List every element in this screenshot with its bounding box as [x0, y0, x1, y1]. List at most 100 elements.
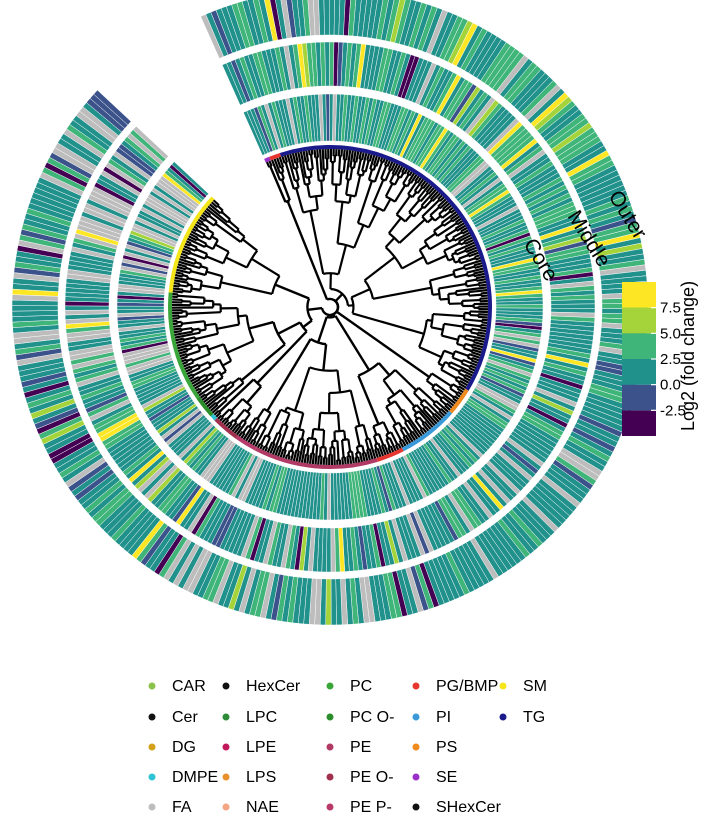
tree-branch	[373, 444, 378, 450]
legend-item: SM	[499, 678, 547, 695]
tree-joint	[307, 167, 313, 171]
tree-branch	[322, 429, 326, 448]
tree-branch	[380, 444, 387, 456]
tree-branch	[280, 167, 285, 173]
tree-joint	[401, 171, 405, 175]
tree-branch	[187, 277, 203, 283]
tree-branch	[183, 361, 194, 368]
tree-branch	[464, 239, 474, 245]
colorbar-step	[622, 333, 656, 359]
tree-joint	[304, 444, 309, 447]
tree-branch	[418, 410, 434, 428]
tree-branch	[372, 165, 377, 171]
tree-branch	[358, 151, 363, 160]
tree-branch	[292, 449, 298, 462]
tree-branch	[203, 392, 216, 404]
tree-branch	[372, 286, 432, 300]
legend-item: PI	[412, 709, 451, 726]
tree-branch	[279, 425, 289, 447]
tree-branch	[462, 328, 472, 332]
tree-branch	[448, 292, 457, 296]
tree-branch	[200, 214, 208, 220]
tree-branch	[369, 155, 376, 170]
tree-branch	[254, 426, 267, 447]
tree-joint	[279, 170, 284, 175]
tree-branch	[334, 293, 344, 303]
tree-branch	[454, 241, 475, 253]
tree-branch	[306, 454, 310, 464]
tree-branch	[280, 179, 291, 201]
tree-joint	[413, 387, 420, 394]
tree-branch	[426, 318, 433, 322]
tree-branch	[334, 315, 371, 371]
tree-branch	[471, 348, 482, 354]
tree-branch	[352, 312, 425, 335]
tree-branch	[253, 431, 260, 441]
tree-branch	[372, 425, 378, 436]
tree-branch	[174, 279, 189, 284]
tree-joint	[197, 364, 201, 369]
tree-branch	[212, 199, 220, 207]
tree-branch	[186, 366, 201, 376]
tree-branch	[464, 342, 473, 347]
tree-joint	[241, 430, 246, 435]
tree-branch	[311, 444, 315, 454]
tree-branch	[451, 215, 461, 223]
tree-joint	[430, 313, 434, 328]
legend-label: PC	[350, 678, 372, 695]
tree-branch	[368, 448, 374, 460]
tree-branch	[389, 174, 395, 183]
tree-branch	[341, 457, 344, 465]
tree-branch	[374, 448, 379, 458]
tree-joint	[198, 263, 203, 269]
tree-branch	[458, 234, 472, 243]
heat-cell	[495, 304, 544, 309]
tree-branch	[283, 155, 289, 163]
tree-branch	[475, 275, 486, 280]
legend-label: PS	[436, 739, 457, 756]
tree-branch	[454, 259, 461, 264]
tree-branch	[413, 178, 425, 192]
tree-joint	[414, 190, 419, 195]
tree-branch	[468, 366, 476, 372]
tree-branch	[385, 434, 390, 440]
tree-branch	[175, 340, 185, 345]
tree-branch	[385, 406, 397, 425]
tree-branch	[432, 292, 440, 296]
legend-swatch	[222, 743, 230, 751]
tree-branch	[195, 332, 219, 341]
tree-branch	[433, 223, 444, 232]
tree-branch	[420, 180, 427, 188]
tree-branch	[416, 186, 423, 194]
tree-branch	[231, 423, 240, 433]
tree-branch	[415, 404, 436, 427]
tree-branch	[309, 169, 313, 177]
tree-branch	[314, 196, 319, 210]
tree-branch	[220, 211, 231, 221]
tree-joint	[295, 161, 299, 165]
tree-branch	[422, 182, 429, 190]
legend-swatch	[326, 803, 334, 811]
tree-branch	[245, 419, 261, 442]
legend-item: LPS	[222, 769, 276, 786]
tree-branch	[458, 334, 466, 339]
tree-branch	[367, 169, 374, 181]
tree-joint	[193, 337, 197, 342]
tree-branch	[199, 382, 212, 391]
tree-branch	[471, 327, 487, 333]
tree-branch	[425, 185, 433, 194]
tree-branch	[462, 298, 480, 302]
tree-branch	[179, 258, 196, 266]
tree-joint	[472, 339, 476, 343]
tree-joint	[282, 422, 288, 427]
tree-branch	[347, 439, 352, 452]
tree-branch	[182, 360, 188, 365]
tree-branch	[210, 403, 219, 412]
legend-label: NAE	[246, 799, 279, 816]
tree-branch	[289, 427, 296, 444]
tree-branch	[225, 256, 248, 269]
tree-branch	[394, 369, 418, 392]
heat-ring-outer	[11, 0, 649, 626]
tree-joint	[455, 335, 461, 345]
tree-branch	[277, 321, 301, 335]
